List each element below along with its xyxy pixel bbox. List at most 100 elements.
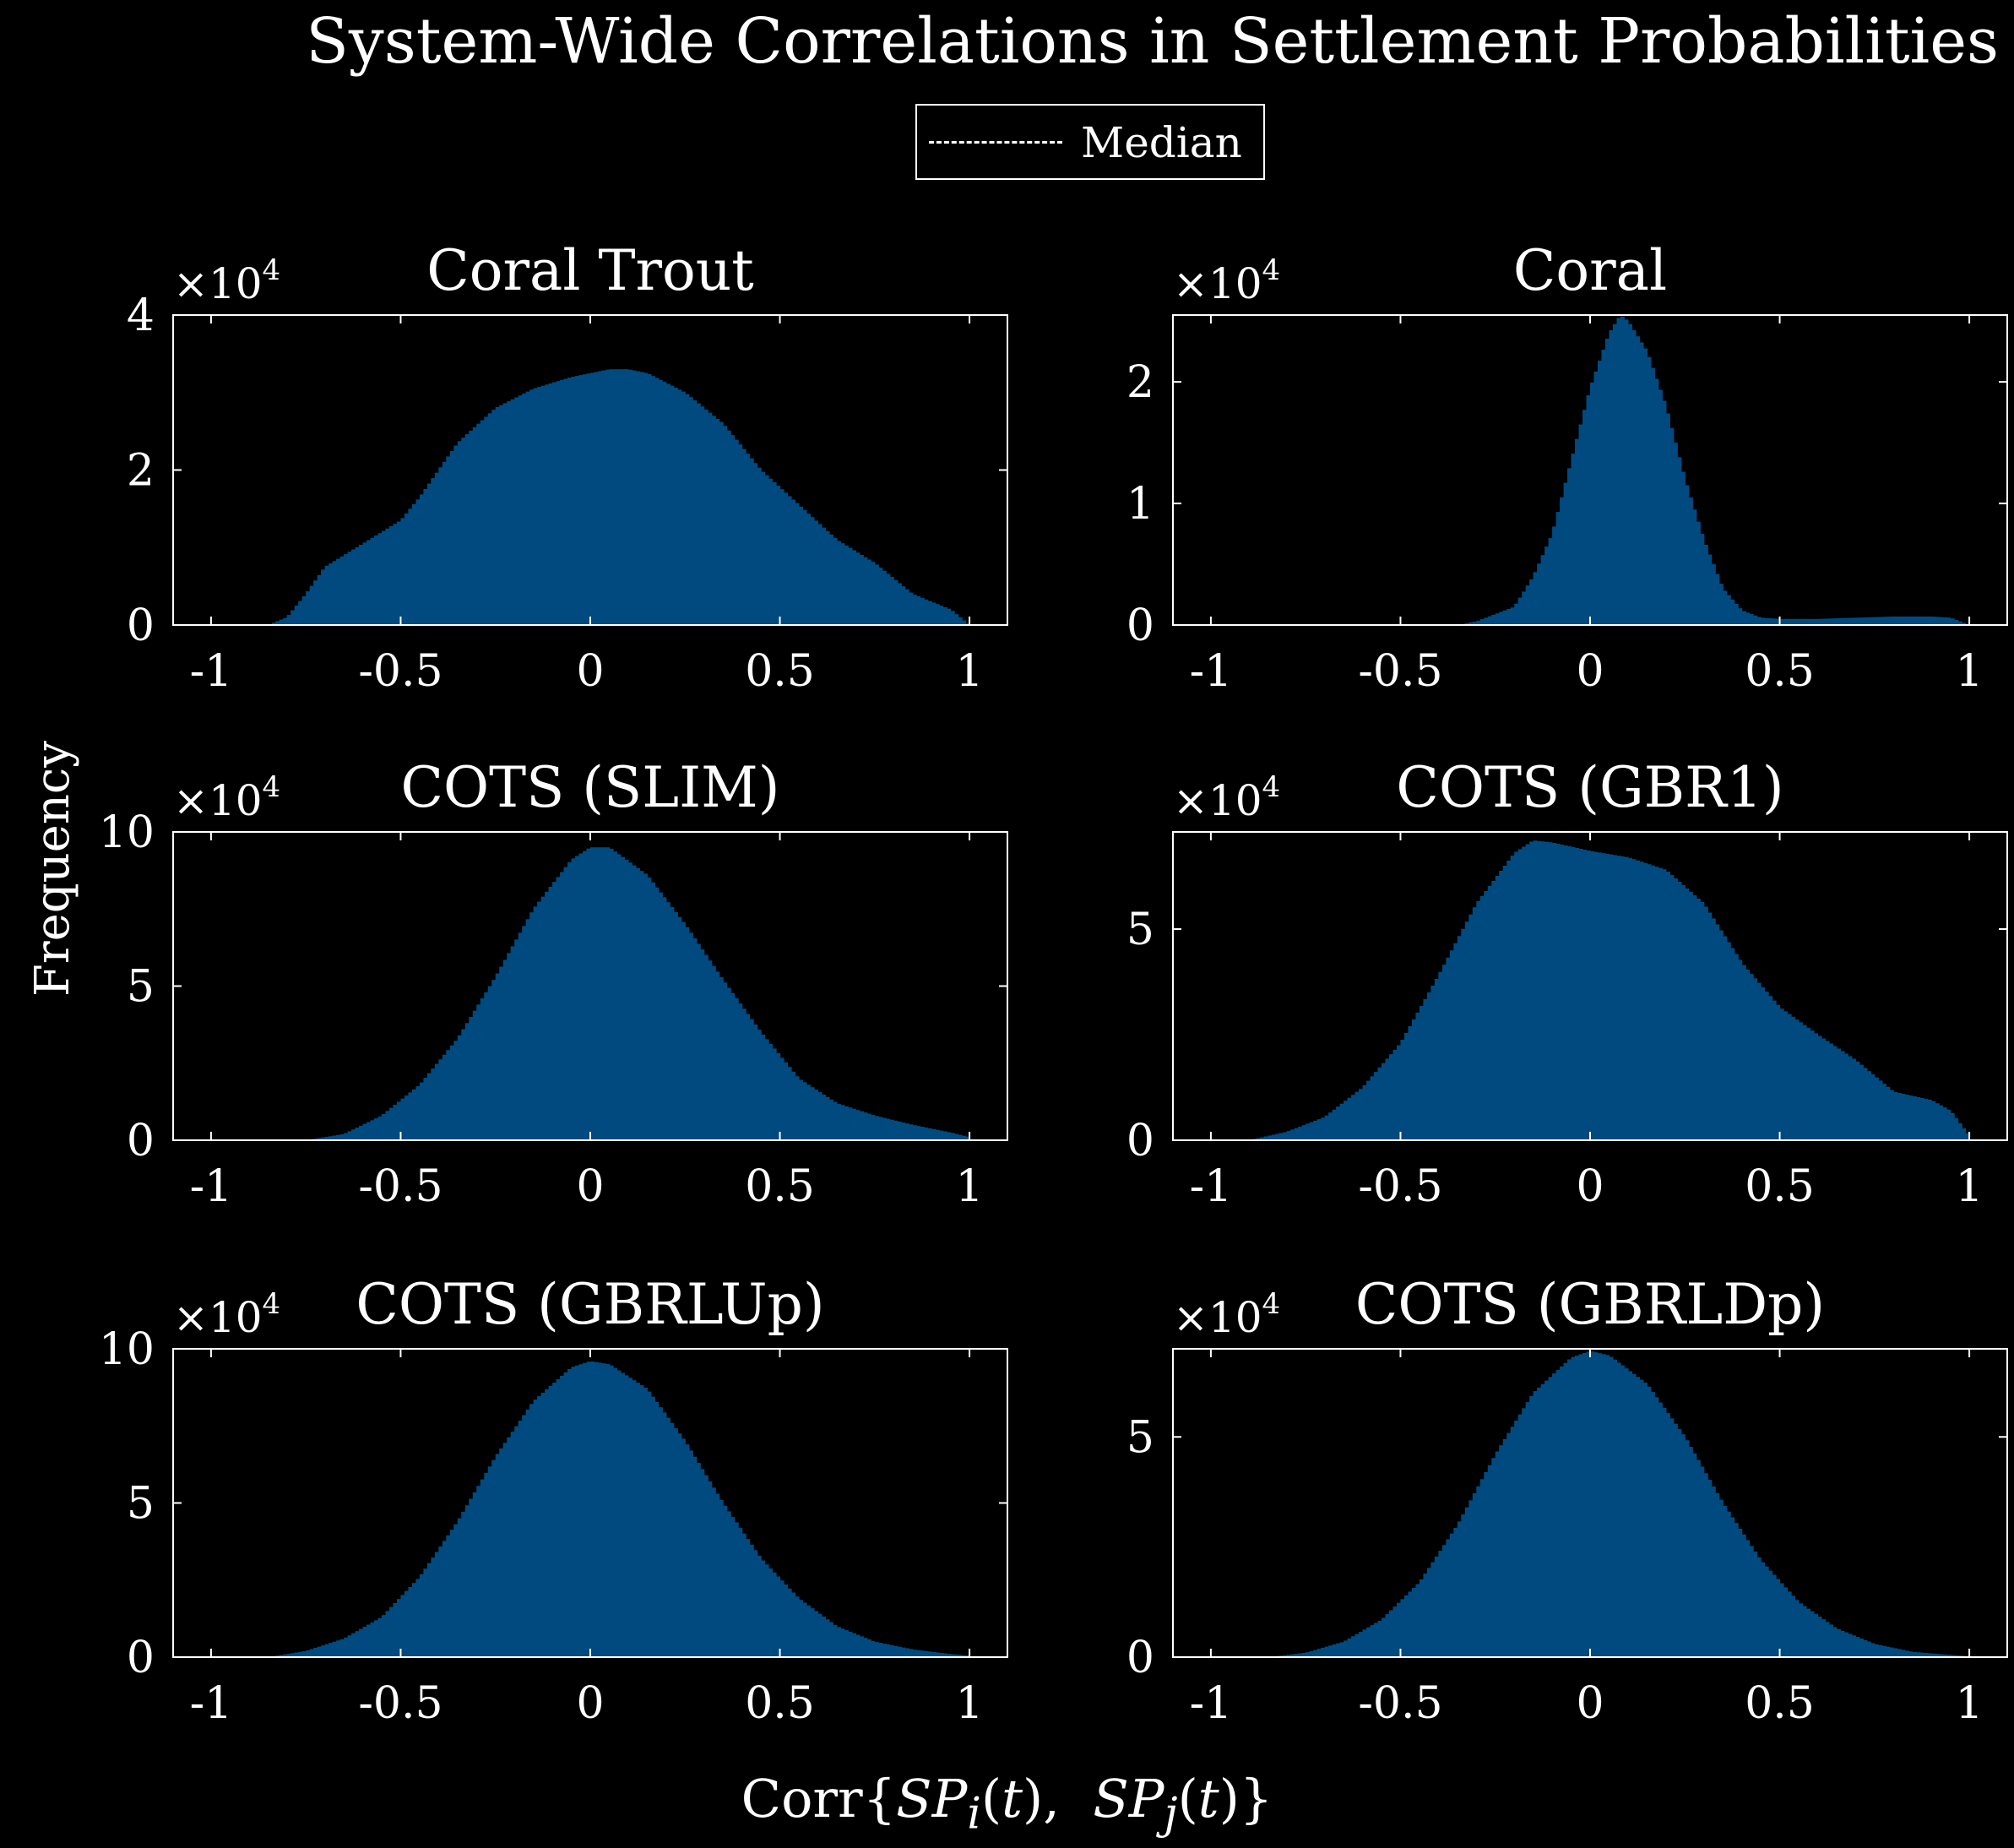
histogram-bar (878, 1643, 883, 1657)
histogram-bar (1726, 942, 1731, 1140)
histogram-bar (1677, 1428, 1682, 1657)
histogram-bar (866, 1113, 871, 1140)
histogram-bar (1673, 878, 1678, 1140)
histogram-bar (616, 369, 622, 625)
histogram-bar (677, 389, 682, 625)
histogram-bar (1484, 617, 1489, 625)
histogram-bar (590, 372, 595, 625)
x-tick-label: 1 (1956, 646, 1984, 697)
x-tick-label: -1 (1190, 646, 1233, 697)
histogram-bar (537, 901, 542, 1140)
histogram-bar (1517, 1414, 1523, 1657)
histogram-bar (1840, 1051, 1845, 1140)
histogram-bar (1522, 1408, 1527, 1657)
histogram-bar (1779, 1008, 1784, 1140)
histogram-bar (1942, 617, 1947, 625)
histogram-bar (1749, 1546, 1754, 1657)
histogram-bar (1904, 616, 1909, 625)
histogram-bar (1616, 1362, 1621, 1657)
histogram-bar (507, 1437, 512, 1657)
histogram-bar (920, 597, 925, 625)
histogram-bar (654, 887, 660, 1140)
histogram-bar (1692, 895, 1697, 1140)
histogram-bar (939, 606, 944, 625)
histogram-bar (290, 610, 296, 625)
histogram-bar (1848, 1633, 1853, 1657)
histogram-bar (1658, 867, 1663, 1140)
histogram-bar (1510, 1427, 1515, 1657)
histogram-bar (1768, 618, 1773, 625)
legend-median-label: Median (1081, 118, 1242, 167)
histogram-bar (1298, 1653, 1303, 1657)
histogram-bar (1514, 851, 1519, 1140)
histogram-bar (1950, 1113, 1955, 1140)
histogram-bar (1533, 1391, 1538, 1657)
histogram-bar (1935, 1654, 1940, 1657)
histogram-bar (1476, 901, 1481, 1140)
histogram-bar (1828, 618, 1834, 625)
histogram-bar (374, 1118, 379, 1140)
histogram-bar (1768, 996, 1773, 1140)
histogram-bar (916, 1650, 921, 1657)
histogram-bar (627, 862, 632, 1140)
histogram-bar (673, 388, 678, 625)
histogram-bar (1627, 1371, 1632, 1657)
histogram-bar (1631, 1373, 1637, 1657)
histogram-bar (1696, 1459, 1701, 1657)
x-tick-label: 0 (1576, 1161, 1604, 1212)
histogram-bar (1597, 1353, 1603, 1657)
histogram-bar (730, 992, 736, 1140)
histogram-bar (1855, 617, 1860, 625)
histogram-bar (912, 1650, 917, 1657)
x-tick-label: -0.5 (358, 1678, 442, 1729)
histogram-bar (1514, 1420, 1519, 1657)
histogram-bar (836, 1103, 841, 1140)
histogram-bar (647, 1391, 652, 1657)
histogram-bar (1434, 1556, 1439, 1657)
histogram-bar (1859, 617, 1864, 625)
histogram-bar (419, 1082, 424, 1140)
histogram-bar (844, 1106, 849, 1140)
histogram-bar (362, 1627, 367, 1657)
histogram-bar (1336, 1106, 1341, 1140)
histogram-bar (540, 385, 546, 625)
y-tick-label: 5 (127, 962, 155, 1013)
histogram-bar (1908, 1651, 1914, 1657)
histogram-bar (1484, 891, 1489, 1140)
histogram-bar (1942, 1654, 1947, 1657)
histogram-bar (605, 847, 611, 1140)
histogram-bar (355, 1631, 360, 1657)
histogram-bar (1555, 844, 1561, 1140)
histogram-bar (1764, 992, 1769, 1140)
histogram-bar (920, 1127, 925, 1140)
histogram-bar (1799, 618, 1804, 625)
histogram-bar (863, 1112, 868, 1140)
histogram-bar (673, 911, 678, 1140)
histogram-bar (1575, 438, 1580, 625)
histogram-bar (1468, 622, 1474, 625)
histogram-bar (1711, 564, 1716, 625)
histogram-bar (1919, 1098, 1924, 1140)
histogram-bar (909, 1649, 914, 1657)
histogram-bar (1464, 921, 1469, 1140)
histogram-bar (525, 1409, 530, 1657)
histogram-bar (1430, 986, 1436, 1140)
histogram-bar (1711, 918, 1716, 1140)
histogram-bar (431, 478, 436, 625)
histogram-bar (1324, 1646, 1329, 1657)
x-tick-label: 1 (1956, 1678, 1984, 1729)
histogram-bar (552, 882, 557, 1140)
x-tick-label: 0 (576, 1161, 604, 1212)
histogram-bar (1403, 1595, 1409, 1657)
histogram-bar (1533, 572, 1538, 625)
histogram-bar (882, 1117, 887, 1140)
histogram-bar (1575, 1356, 1580, 1657)
histogram-bar (1268, 1135, 1273, 1140)
histogram-bar (692, 1456, 698, 1657)
histogram-bar (746, 454, 751, 625)
histogram-bar (1582, 410, 1588, 625)
histogram-bar (552, 382, 557, 625)
histogram-bar (560, 379, 565, 625)
histogram-bar (779, 1057, 784, 1140)
histogram-bar (1924, 1099, 1929, 1140)
